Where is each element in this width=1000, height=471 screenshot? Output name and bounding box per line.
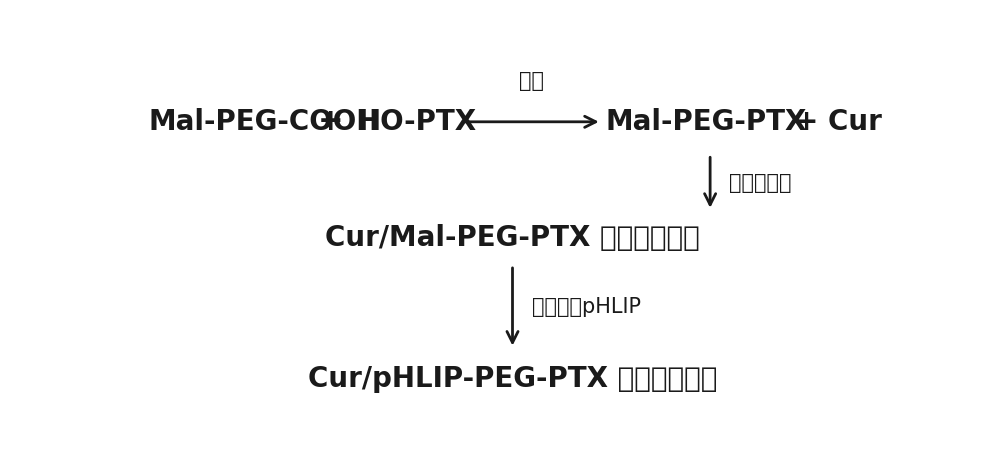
Text: HO-PTX: HO-PTX bbox=[358, 108, 477, 136]
Text: 脂化: 脂化 bbox=[519, 71, 544, 91]
Text: Cur/Mal-PEG-PTX 纳米递药系统: Cur/Mal-PEG-PTX 纳米递药系统 bbox=[325, 224, 700, 252]
Text: Mal-PEG-PTX: Mal-PEG-PTX bbox=[606, 108, 807, 136]
Text: Mal-PEG-COOH: Mal-PEG-COOH bbox=[148, 108, 380, 136]
Text: Cur/pHLIP-PEG-PTX 纳米递药系统: Cur/pHLIP-PEG-PTX 纳米递药系统 bbox=[308, 365, 717, 393]
Text: 薄膜分散法: 薄膜分散法 bbox=[730, 172, 792, 193]
Text: + Cur: + Cur bbox=[795, 108, 882, 136]
Text: +: + bbox=[318, 107, 343, 136]
Text: 巡基化的pHLIP: 巡基化的pHLIP bbox=[532, 297, 641, 317]
